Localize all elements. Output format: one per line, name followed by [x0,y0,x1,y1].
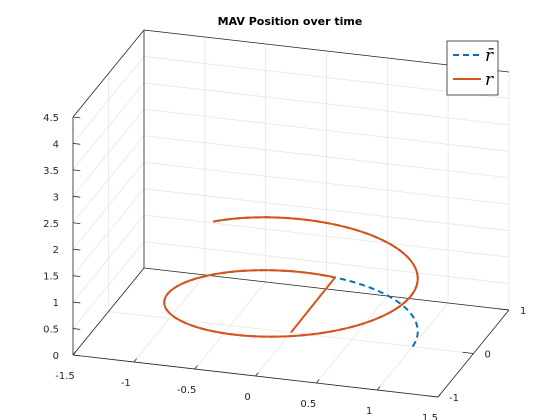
x-tick-mark [255,372,259,377]
z-tick-label: 4 [53,139,59,150]
grid-line-z-side [72,135,145,224]
grid-line-z-side [72,161,145,250]
grid-line-z-side [72,188,145,276]
x-tick-mark [437,393,442,398]
z-tick-mark [72,301,81,304]
x-tick-label: -1.5 [55,371,75,382]
z-tick-label: 4.5 [43,113,59,124]
box-edge [72,267,145,356]
z-tick-label: 0.5 [43,325,59,336]
x-tick-label: 0.5 [300,399,316,410]
grid-line-z-side [72,241,145,329]
z-tick-mark [72,275,81,277]
tick-labels: -1.5 -1 -0.5 0 0.5 1 1.5 -1 0 1 0 0.5 1 1.5 2 2.5 3 3.5 4 4… [43,113,526,420]
z-tick-mark [72,248,81,251]
x-tick-mark [316,379,320,384]
legend-label-2: r [485,70,494,90]
z-tick-label: 3.5 [43,166,59,177]
axes-box [72,29,510,398]
legend: r̄ r [446,40,499,96]
x-tick-label: 1.5 [422,413,438,420]
z-tick-label: 2.5 [43,219,59,230]
series-line-2 [163,216,419,338]
x-tick-mark [72,351,77,356]
chart-title: MAV Position over time [218,15,363,28]
y-tick-mark [427,395,439,398]
z-tick-mark [72,169,81,172]
grid-line-z-back [143,82,510,126]
z-tick-mark [72,195,81,198]
z-tick-label: 0 [53,351,59,362]
grid-line-z-back [143,188,510,232]
y-tick-label: 0 [485,350,491,361]
y-tick-mark [498,308,510,311]
x-tick-mark [194,365,198,370]
z-tick-label: 2 [53,245,59,256]
grid-line-z-side [72,109,145,197]
x-tick-label: 1 [366,406,372,417]
grid-line-z-back [143,108,510,152]
series-line-1 [163,216,419,348]
grid-line-z-side [72,82,145,171]
z-tick-mark [72,116,81,119]
y-tick-label: 1 [520,306,526,317]
z-tick-mark [72,222,81,225]
grid [72,29,510,398]
series-lines [163,216,419,348]
z-tick-mark [72,328,81,330]
z-tick-label: 1.5 [43,272,59,283]
x-tick-label: -0.5 [177,385,197,396]
z-tick-label: 1 [53,298,59,309]
grid-line-z-side [72,56,145,144]
z-tick-mark [72,143,81,145]
x-tick-label: 0 [244,392,250,403]
grid-line-z-back [143,214,510,258]
y-tick-mark [462,351,474,354]
x-tick-mark [376,386,381,391]
x-tick-mark [133,358,137,363]
grid-line-z-back [143,161,510,205]
y-tick-label: -1 [449,393,459,404]
box-edge [72,29,145,118]
grid-line-z-back [143,241,510,284]
z-tick-mark [72,354,81,357]
legend-label-1: r̄ [485,46,494,66]
x-tick-label: -1 [121,378,131,389]
legend-box [446,40,499,96]
grid-line-z-back [143,135,510,179]
grid-line-z-side [72,214,145,303]
z-tick-label: 3 [53,192,59,203]
